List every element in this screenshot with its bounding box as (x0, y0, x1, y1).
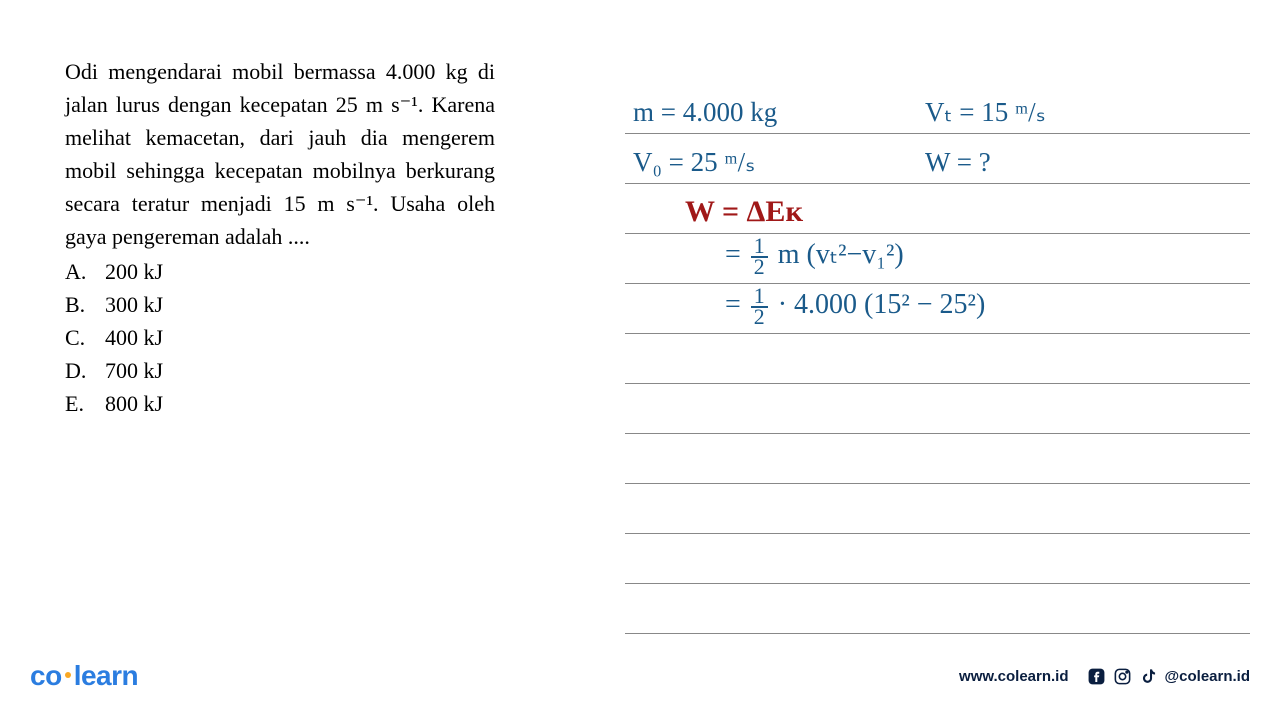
tiktok-icon[interactable] (1139, 666, 1159, 686)
work-eq1: W = ΔEᴋ (685, 195, 804, 229)
footer-right: www.colearn.id @colearn.id (959, 666, 1250, 686)
option-value: 800 kJ (105, 387, 163, 420)
question-column: Odi mengendarai mobil bermassa 4.000 kg … (65, 55, 495, 640)
fraction-icon: 12 (751, 237, 768, 276)
option-letter: B. (65, 288, 105, 321)
eq2-post: m (vₜ²−v₁²) (771, 239, 904, 270)
given-mass: m = 4.000 kg (633, 97, 777, 128)
ruled-line (625, 133, 1250, 134)
fraction-icon: 12 (751, 287, 768, 326)
option-d: D. 700 kJ (65, 354, 495, 387)
ruled-line (625, 483, 1250, 484)
options-list: A. 200 kJ B. 300 kJ C. 400 kJ D. 700 kJ … (65, 255, 495, 420)
website-link[interactable]: www.colearn.id (959, 668, 1068, 685)
option-letter: D. (65, 354, 105, 387)
ruled-line (625, 283, 1250, 284)
instagram-icon[interactable] (1113, 666, 1133, 686)
ruled-line (625, 233, 1250, 234)
ruled-line (625, 433, 1250, 434)
ruled-line (625, 583, 1250, 584)
option-value: 400 kJ (105, 321, 163, 354)
logo-dot-icon (65, 672, 71, 678)
facebook-icon[interactable] (1087, 666, 1107, 686)
option-value: 300 kJ (105, 288, 163, 321)
eq3-post: · 4.000 (15² − 25²) (771, 289, 986, 320)
option-letter: E. (65, 387, 105, 420)
option-a: A. 200 kJ (65, 255, 495, 288)
option-letter: A. (65, 255, 105, 288)
option-value: 700 kJ (105, 354, 163, 387)
eq2-pre: = (725, 239, 748, 270)
brand-logo: colearn (30, 660, 138, 692)
eq3-pre: = (725, 289, 748, 320)
option-value: 200 kJ (105, 255, 163, 288)
work-eq3: = 12 · 4.000 (15² − 25²) (725, 287, 985, 326)
given-wq: W = ? (925, 147, 991, 178)
handwriting-column: m = 4.000 kg Vₜ = 15 ᵐ/ₛ V₀ = 25 ᵐ/ₛ W =… (625, 55, 1250, 640)
ruled-line (625, 633, 1250, 634)
ruled-line (625, 533, 1250, 534)
given-vt: Vₜ = 15 ᵐ/ₛ (925, 97, 1046, 128)
logo-co: co (30, 660, 62, 691)
footer: colearn www.colearn.id @colearn.id (0, 660, 1280, 692)
option-letter: C. (65, 321, 105, 354)
logo-learn: learn (74, 660, 138, 691)
ruled-line (625, 383, 1250, 384)
question-text: Odi mengendarai mobil bermassa 4.000 kg … (65, 55, 495, 253)
given-v0: V₀ = 25 ᵐ/ₛ (633, 147, 755, 178)
work-eq2: = 12 m (vₜ²−v₁²) (725, 237, 904, 276)
option-c: C. 400 kJ (65, 321, 495, 354)
social-icons: @colearn.id (1087, 666, 1250, 686)
option-e: E. 800 kJ (65, 387, 495, 420)
social-handle[interactable]: @colearn.id (1165, 668, 1250, 685)
ruled-line (625, 333, 1250, 334)
ruled-line (625, 183, 1250, 184)
option-b: B. 300 kJ (65, 288, 495, 321)
